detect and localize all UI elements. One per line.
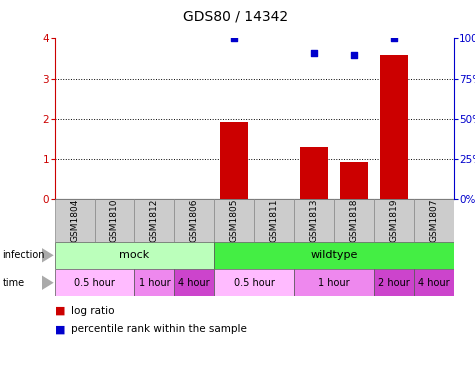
Point [230,36,238,41]
Text: mock: mock [119,250,150,260]
Bar [300,147,328,199]
Text: 4 hour: 4 hour [418,278,449,288]
Bar [55,199,95,242]
Text: GSM1812: GSM1812 [150,199,159,242]
Bar [174,269,214,296]
Bar [374,199,414,242]
Text: GSM1813: GSM1813 [310,199,318,242]
Bar [214,269,294,296]
Bar [414,269,454,296]
Text: 1 hour: 1 hour [318,278,350,288]
Text: 1 hour: 1 hour [139,278,170,288]
Bar [340,162,368,199]
Text: ■: ■ [55,324,65,335]
Bar [254,199,294,242]
Bar [414,199,454,242]
Bar [214,242,454,269]
Point [350,52,358,57]
Text: 0.5 hour: 0.5 hour [74,278,115,288]
Bar [294,199,334,242]
Bar [134,269,174,296]
Bar [134,199,174,242]
Bar [374,269,414,296]
Text: 2 hour: 2 hour [378,278,409,288]
Text: infection: infection [2,250,45,260]
Text: GSM1804: GSM1804 [70,199,79,242]
Bar [55,242,214,269]
Text: GSM1807: GSM1807 [429,199,438,242]
Bar [294,269,374,296]
Bar [95,199,134,242]
Text: time: time [2,278,25,288]
Text: GSM1819: GSM1819 [390,199,398,242]
Text: GSM1818: GSM1818 [350,199,358,242]
Point [310,50,318,56]
Bar [380,55,408,199]
Text: percentile rank within the sample: percentile rank within the sample [71,324,247,335]
Text: GSM1805: GSM1805 [230,199,238,242]
Text: GSM1811: GSM1811 [270,199,278,242]
Text: GSM1806: GSM1806 [190,199,199,242]
Bar [214,199,254,242]
Polygon shape [42,248,54,263]
Bar [220,122,248,199]
Text: GSM1810: GSM1810 [110,199,119,242]
Text: wildtype: wildtype [310,250,358,260]
Bar [334,199,374,242]
Bar [55,269,134,296]
Bar [174,199,214,242]
Polygon shape [42,275,54,290]
Text: 4 hour: 4 hour [179,278,210,288]
Text: 0.5 hour: 0.5 hour [234,278,275,288]
Point [390,36,398,41]
Text: GDS80 / 14342: GDS80 / 14342 [182,9,288,23]
Text: ■: ■ [55,306,65,316]
Text: log ratio: log ratio [71,306,115,316]
